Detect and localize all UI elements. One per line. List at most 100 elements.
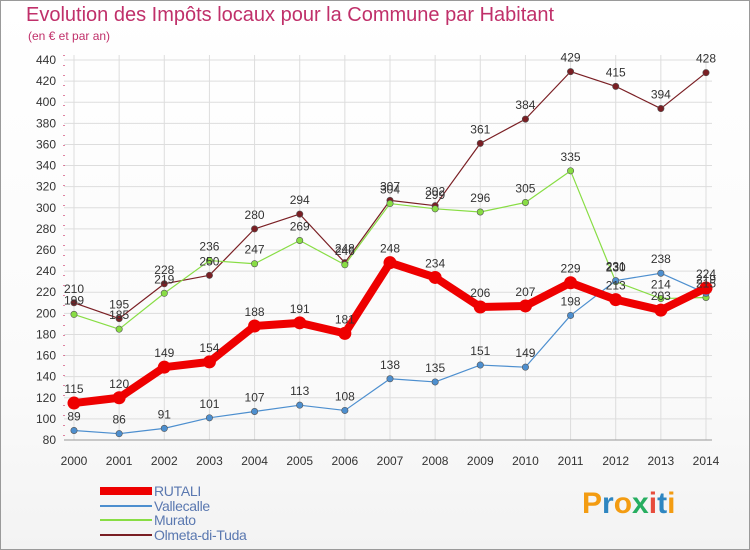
- data-label: 302: [425, 185, 445, 199]
- x-tick-label: 2013: [648, 454, 675, 468]
- chart-title: Evolution des Impôts locaux pour la Comm…: [26, 4, 555, 26]
- data-point: [67, 396, 81, 410]
- data-label: 394: [651, 88, 671, 102]
- data-label: 89: [67, 410, 81, 424]
- data-label: 246: [335, 244, 355, 258]
- data-point: [70, 299, 78, 307]
- data-label: 219: [696, 272, 716, 286]
- data-label: 250: [199, 254, 219, 268]
- data-point: [657, 295, 665, 303]
- data-point: [341, 406, 349, 414]
- data-label: 195: [109, 298, 129, 312]
- logo-letter: o: [613, 487, 633, 520]
- y-tick-label: 280: [36, 222, 56, 236]
- data-label: 429: [561, 51, 581, 65]
- data-point: [521, 115, 529, 123]
- data-point: [205, 414, 213, 422]
- data-label: 305: [515, 182, 535, 196]
- data-point: [612, 82, 620, 90]
- data-label: 384: [515, 98, 535, 112]
- data-point: [657, 105, 665, 113]
- legend-swatch-olmeta: [100, 534, 152, 537]
- data-point: [476, 139, 484, 147]
- data-point: [296, 210, 304, 218]
- data-label: 248: [335, 242, 355, 256]
- logo-letter: i: [667, 487, 676, 520]
- x-tick-label: 2003: [196, 454, 223, 468]
- data-point: [431, 205, 439, 213]
- x-tick-label: 2006: [332, 454, 359, 468]
- chart-subtitle: (en € et par an): [28, 29, 111, 43]
- y-tick-label: 440: [36, 53, 56, 67]
- data-point: [157, 360, 171, 374]
- x-tick-label: 2014: [693, 454, 720, 468]
- data-point: [473, 300, 487, 314]
- data-point: [521, 363, 529, 371]
- data-point: [338, 326, 352, 340]
- y-tick-label: 360: [36, 137, 56, 151]
- y-tick-label: 260: [36, 243, 56, 257]
- x-tick-label: 2004: [241, 454, 268, 468]
- data-label: 151: [470, 344, 490, 358]
- data-label: 234: [425, 256, 445, 270]
- x-tick-label: 2002: [151, 454, 178, 468]
- data-point: [654, 303, 668, 317]
- legend-swatch-rutali: [100, 487, 152, 495]
- x-tick-label: 2000: [61, 454, 88, 468]
- data-label: 228: [154, 263, 174, 277]
- x-tick-label: 2011: [558, 454, 584, 468]
- data-label: 428: [696, 52, 716, 66]
- data-point: [205, 271, 213, 279]
- data-label: 185: [109, 308, 129, 322]
- data-point: [160, 424, 168, 432]
- logo-letter: r: [602, 487, 614, 520]
- y-tick-label: 380: [36, 116, 56, 130]
- data-label: 231: [606, 260, 626, 274]
- data-point: [386, 200, 394, 208]
- data-point: [567, 68, 575, 76]
- data-point: [564, 276, 578, 290]
- x-tick-label: 2005: [286, 454, 313, 468]
- data-point: [702, 69, 710, 77]
- data-point: [612, 277, 620, 285]
- data-label: 86: [112, 413, 126, 427]
- data-point: [296, 401, 304, 409]
- legend-label-rutali: RUTALI: [154, 483, 201, 499]
- data-label: 307: [380, 179, 400, 193]
- data-label: 138: [380, 358, 400, 372]
- y-tick-label: 320: [36, 180, 56, 194]
- data-point: [160, 289, 168, 297]
- data-point: [251, 225, 259, 233]
- data-point: [428, 270, 442, 284]
- legend-label-olmeta: Olmeta-di-Tuda: [154, 527, 247, 544]
- data-label: 210: [64, 282, 84, 296]
- data-label: 294: [290, 193, 310, 207]
- logo-letter: i: [648, 487, 658, 520]
- logo-letter: t: [657, 487, 668, 520]
- data-label: 107: [245, 391, 265, 405]
- data-label: 269: [290, 220, 310, 234]
- data-label: 247: [245, 243, 265, 257]
- data-point: [115, 315, 123, 323]
- x-tick-label: 2001: [106, 454, 133, 468]
- data-label: 149: [515, 346, 535, 360]
- data-label: 335: [561, 150, 581, 164]
- data-label: 154: [199, 341, 219, 355]
- y-tick-label: 180: [36, 327, 56, 341]
- y-tick-label: 80: [43, 433, 57, 447]
- data-label: 238: [651, 252, 671, 266]
- data-label: 299: [425, 188, 445, 202]
- logo-letter: P: [582, 487, 603, 520]
- data-point: [699, 281, 713, 295]
- data-label: 219: [154, 272, 174, 286]
- data-point: [115, 325, 123, 333]
- y-tick-label: 160: [36, 349, 56, 363]
- data-label: 361: [470, 122, 490, 136]
- data-label: 304: [380, 183, 400, 197]
- data-label: 91: [158, 407, 172, 421]
- data-label: 415: [606, 65, 626, 79]
- legend-swatch-murato: [100, 519, 152, 522]
- data-label: 115: [64, 382, 83, 396]
- data-label: 296: [470, 191, 490, 205]
